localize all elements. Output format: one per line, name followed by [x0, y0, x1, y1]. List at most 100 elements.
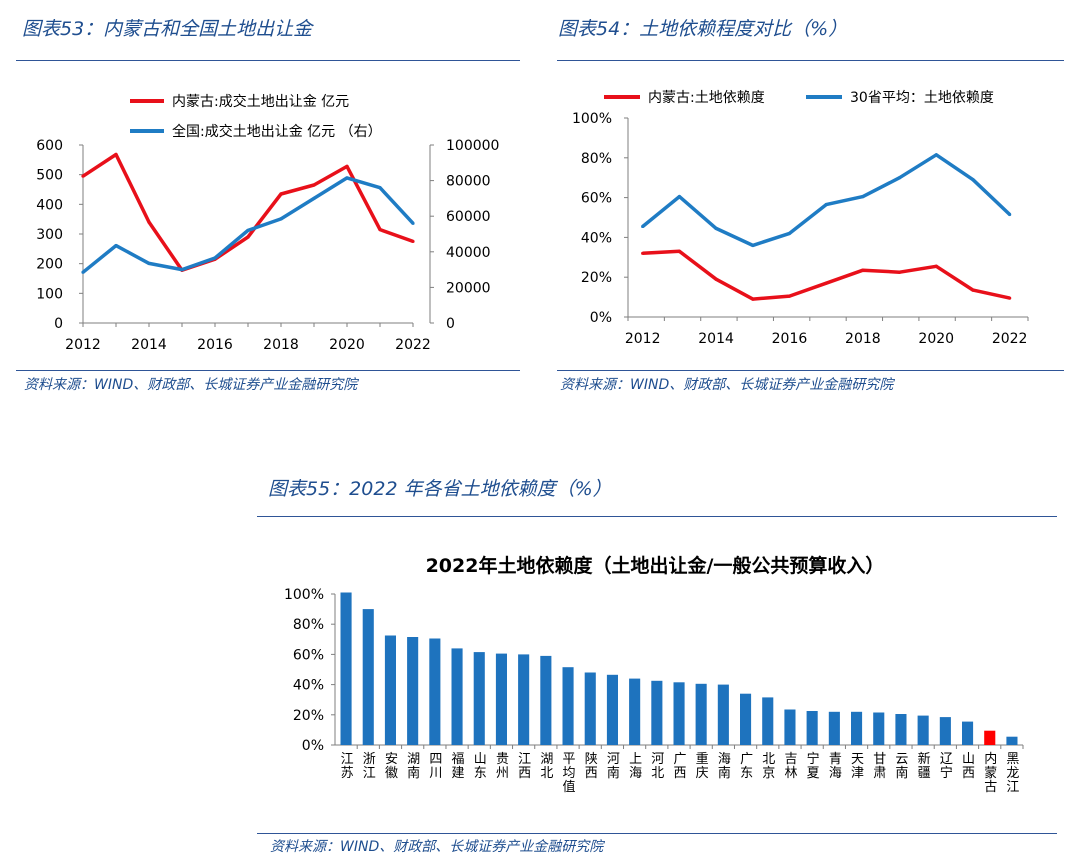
svg-text:新: 新 [918, 751, 931, 767]
fig54-y-tick-label: 100% [572, 111, 612, 127]
svg-text:均: 均 [563, 766, 576, 781]
fig54-data-point [1008, 296, 1012, 300]
fig54-data-point [677, 195, 681, 199]
fig53-data-point [147, 220, 151, 224]
svg-text:庆: 庆 [696, 766, 709, 781]
fig53-x-tick-label: 2012 [65, 337, 101, 353]
svg-text:江: 江 [341, 752, 354, 767]
svg-text:内: 内 [984, 751, 997, 767]
fig53-x-tick-label: 2014 [131, 337, 167, 353]
svg-text:肃: 肃 [873, 766, 886, 781]
fig55-y-tick-label: 40% [293, 678, 324, 694]
fig53-left-tick-label: 300 [36, 227, 63, 243]
svg-text:山: 山 [474, 752, 487, 767]
fig54-data-point [1008, 212, 1012, 217]
fig53-caption: 图表53：内蒙古和全国土地出让金 [22, 18, 313, 40]
fig54-source: 资料来源：WIND、财政部、长城证券产业金融研究院 [560, 377, 894, 393]
fig53-top-rule [16, 60, 520, 61]
fig55-bar [673, 682, 685, 745]
fig54-data-point [714, 226, 718, 231]
svg-text:北: 北 [651, 766, 664, 781]
fig54-y-tick-label: 0% [590, 310, 612, 326]
fig54-data-point [861, 195, 865, 199]
svg-text:广: 广 [740, 752, 753, 767]
svg-text:东: 东 [740, 766, 753, 781]
fig55-bar [784, 709, 796, 745]
fig53-data-point [378, 186, 382, 190]
fig54-data-point [714, 277, 718, 281]
fig55-top-rule [257, 516, 1057, 517]
fig54-top-rule [557, 60, 1064, 61]
svg-text:北: 北 [540, 766, 553, 781]
svg-text:重: 重 [696, 751, 709, 767]
svg-text:江: 江 [1006, 780, 1019, 795]
fig55-bar [473, 652, 485, 745]
fig54-x-tick-label: 2014 [698, 331, 734, 347]
fig53-x-tick-label: 2020 [329, 337, 365, 353]
svg-text:州: 州 [496, 766, 509, 781]
svg-text:川: 川 [429, 766, 442, 781]
svg-text:京: 京 [762, 766, 775, 781]
fig55-bar [540, 655, 552, 745]
fig53-bottom-rule [16, 370, 520, 371]
fig55-bar [651, 680, 663, 745]
fig55-y-tick-label: 60% [293, 647, 324, 663]
svg-text:天: 天 [851, 752, 864, 767]
fig54-y-tick-label: 80% [581, 151, 612, 167]
svg-text:湖: 湖 [540, 752, 553, 767]
fig54-x-tick-label: 2016 [772, 331, 808, 347]
fig55-bar [806, 711, 818, 745]
fig54-data-point [751, 243, 755, 247]
svg-text:苏: 苏 [341, 765, 354, 781]
svg-text:值: 值 [563, 779, 576, 795]
fig54-caption: 图表54：土地依赖程度对比（%） [558, 18, 848, 40]
svg-text:西: 西 [585, 766, 598, 781]
svg-text:海: 海 [718, 752, 731, 767]
fig53-left-tick-label: 600 [36, 138, 63, 154]
svg-text:古: 古 [984, 780, 997, 795]
svg-text:蒙: 蒙 [984, 766, 997, 781]
fig53-data-point [81, 174, 85, 178]
fig54-data-point [934, 264, 938, 268]
fig53-data-point [246, 235, 250, 239]
svg-text:南: 南 [607, 765, 620, 781]
fig53-data-point [81, 270, 85, 274]
fig53-data-point [312, 196, 316, 200]
fig55-bar [695, 683, 707, 745]
svg-text:河: 河 [607, 752, 620, 767]
fig54-data-point [641, 224, 645, 229]
fig55-bar [851, 711, 863, 745]
fig54-data-point [641, 251, 645, 255]
fig55-y-tick-label: 0% [302, 738, 324, 754]
fig54-data-point [971, 178, 975, 182]
fig53-right-tick-label: 0 [446, 316, 455, 332]
fig55-bar [895, 714, 907, 745]
fig54-x-tick-label: 2018 [845, 331, 881, 347]
svg-text:龙: 龙 [1006, 766, 1019, 781]
fig55-source: 资料来源：WIND、财政部、长城证券产业金融研究院 [270, 839, 604, 855]
fig53-left-tick-label: 0 [54, 316, 63, 332]
svg-text:山: 山 [962, 752, 975, 767]
fig55-bar [340, 592, 352, 745]
fig53-data-point [345, 164, 349, 168]
svg-text:建: 建 [452, 766, 465, 781]
svg-text:辽: 辽 [940, 752, 953, 767]
fig53-x-tick-label: 2018 [263, 337, 299, 353]
svg-text:贵: 贵 [496, 752, 509, 767]
fig54-data-point [897, 270, 902, 274]
fig53-right-tick-label: 100000 [446, 138, 499, 154]
svg-text:津: 津 [851, 766, 864, 781]
svg-text:西: 西 [962, 766, 975, 781]
fig54-x-tick-label: 2012 [625, 331, 661, 347]
fig53-data-point [180, 268, 184, 272]
fig55-y-tick-label: 100% [284, 587, 324, 603]
fig54-data-point [971, 288, 975, 292]
svg-text:南: 南 [895, 765, 908, 781]
svg-text:宁: 宁 [807, 751, 820, 767]
svg-text:平: 平 [563, 752, 576, 767]
fig53-left-tick-label: 100 [36, 286, 63, 302]
fig54-data-point [934, 153, 938, 157]
